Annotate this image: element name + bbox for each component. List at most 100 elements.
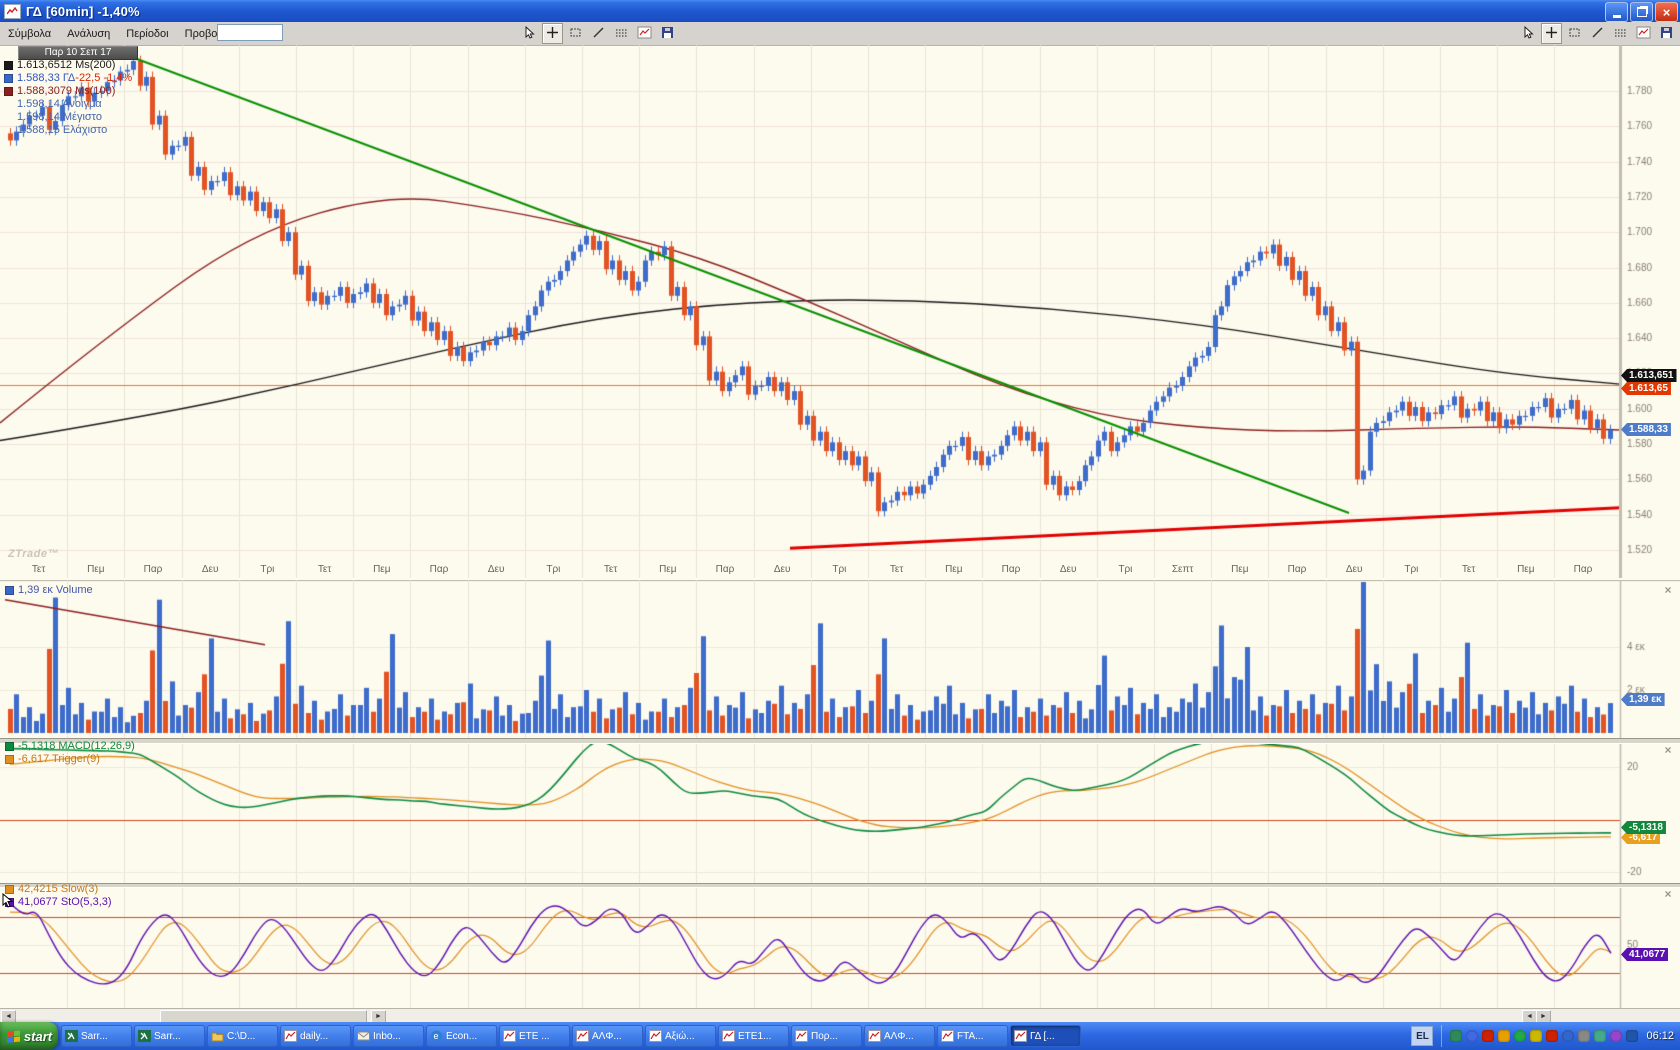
legend-swatch [5,885,14,894]
mouse-cursor-icon [2,892,14,914]
legend-text: 1.598,14 Μέγιστο [17,111,102,123]
tray-icon-10[interactable] [1594,1030,1607,1042]
taskbar-item-12[interactable]: ΑΛΦ... [864,1025,935,1047]
pan-left-icon: ◄ [1526,1013,1533,1020]
horizontal-scrollbar[interactable]: ◄ ► ◄ ► [0,1008,1680,1024]
close-volume-panel-button[interactable]: × [1664,583,1672,597]
tray-icon-8[interactable] [1562,1030,1575,1042]
taskbar-item-1[interactable]: Sarr... [61,1025,132,1047]
taskbar-item-13[interactable]: FTA... [937,1025,1008,1047]
date-tick-label: Σεπτ [1171,564,1194,575]
minimize-icon [1612,15,1621,18]
panel-splitter[interactable] [0,883,1680,888]
chart-icon [1014,1030,1027,1042]
taskbar-item-3[interactable]: C:\D... [207,1025,278,1047]
macd-chart-canvas[interactable] [0,744,1680,883]
legend-row: -5,1318 MACD(12,26,9) [5,740,135,753]
tray-icon-2[interactable] [1466,1030,1479,1042]
legend-row: 1.588,33 ΓΔ -22,5 -1,4% [4,72,132,85]
legend-row: 1.588,15 Ελάχιστο [4,124,132,137]
trendline-icon [592,26,605,42]
legend-swatch [5,755,14,764]
save-tool-button[interactable] [657,23,678,44]
grid-dots-tool-button[interactable] [1610,23,1631,44]
pointer-icon [1522,25,1535,42]
taskbar-item-4[interactable]: daily... [280,1025,351,1047]
menu-item-1[interactable]: Σύμβολα [8,27,52,40]
trendline-tool-button[interactable] [1587,23,1608,44]
minimize-button[interactable] [1605,2,1628,22]
marquee-tool-button[interactable] [1564,23,1585,44]
crosshair-tool-button[interactable] [542,23,563,44]
stochastic-chart-canvas[interactable] [0,888,1680,1008]
date-tick-label: Πεμ [659,564,677,575]
chart-icon [503,1030,516,1042]
close-macd-panel-button[interactable]: × [1664,743,1672,757]
taskbar-item-2[interactable]: Sarr... [134,1025,205,1047]
grid-dots-icon [1614,26,1627,42]
taskbar-item-9[interactable]: Αξιώ... [645,1025,716,1047]
save-tool-button[interactable] [1656,23,1677,44]
menu-item-3[interactable]: Περίοδοι [126,27,169,40]
tray-icon-1[interactable] [1450,1030,1463,1042]
start-label: start [23,1028,53,1044]
tray-icon-12[interactable] [1626,1030,1639,1042]
price-chart-canvas[interactable] [0,45,1680,578]
tray-icon-11[interactable] [1610,1030,1623,1042]
date-tick-label: Δευ [487,564,505,575]
crosshair-tool-button[interactable] [1541,23,1562,44]
tray-icon-5[interactable] [1514,1030,1527,1042]
taskbar-item-11[interactable]: Πορ... [791,1025,862,1047]
panel-splitter[interactable] [0,738,1680,744]
taskbar-item-label: ΑΛΦ... [884,1030,914,1042]
restore-button[interactable] [1630,2,1653,22]
ie-icon: e [430,1030,443,1042]
taskbar-item-7[interactable]: ETE ... [499,1025,570,1047]
close-button[interactable]: × [1655,2,1678,22]
legend-text: 42,4215 Slow(3) [18,883,99,895]
taskbar-item-label: Αξιώ... [665,1030,695,1042]
title-bar: ΓΔ [60min] -1,40% × [0,0,1680,22]
pointer-tool-button[interactable] [1518,23,1539,44]
pointer-tool-button[interactable] [519,23,540,44]
legend-swatch [4,74,13,83]
taskbar-item-14[interactable]: ΓΔ [... [1010,1025,1081,1047]
grid-dots-tool-button[interactable] [611,23,632,44]
date-tick-label: Πεμ [373,564,391,575]
close-stochastic-panel-button[interactable]: × [1664,887,1672,901]
crosshair-icon [1545,26,1558,42]
date-tick-label: Παρ [1573,564,1593,575]
taskbar-item-label: ETE ... [519,1030,550,1042]
volume-chart-canvas[interactable] [0,580,1680,738]
date-tick-label: Πεμ [945,564,963,575]
tray-icon-6[interactable] [1530,1030,1543,1042]
marquee-tool-button[interactable] [565,23,586,44]
trendline-tool-button[interactable] [588,23,609,44]
start-button[interactable]: start [0,1022,58,1050]
system-tray [1441,1025,1639,1047]
taskbar-item-5[interactable]: Inbo... [353,1025,424,1047]
tray-icon-4[interactable] [1498,1030,1511,1042]
tray-icon-7[interactable] [1546,1030,1559,1042]
menu-bar: Σύμβολα Ανάλυση Περίοδοι Προβολή [0,22,1680,46]
chart-window-tool-button[interactable] [634,23,655,44]
tray-icon-3[interactable] [1482,1030,1495,1042]
taskbar-item-8[interactable]: ΑΛΦ... [572,1025,643,1047]
data-window-header: Παρ 10 Σεπ 17 [18,46,138,60]
language-indicator[interactable]: EL [1411,1026,1434,1046]
legend-change-text: -22,5 -1,4% [75,72,133,84]
menu-item-2[interactable]: Ανάλυση [67,27,111,40]
grid-dots-icon [615,26,628,42]
date-tick-label: Τρι [1404,564,1419,575]
symbol-input[interactable] [217,24,283,41]
chart-window-tool-button[interactable] [1633,23,1654,44]
taskbar-item-6[interactable]: e Econ... [426,1025,497,1047]
taskbar-item-10[interactable]: ETE1... [718,1025,789,1047]
legend-text: 1.588,15 Ελάχιστο [17,124,108,136]
macd-legend: -5,1318 MACD(12,26,9) -6,617 Trigger(9) [5,740,135,766]
restore-icon [1636,7,1647,17]
tray-icon-9[interactable] [1578,1030,1591,1042]
legend-text: 1.598,14 Άνοιγμα [17,98,102,110]
taskbar-item-label: Inbo... [373,1030,401,1042]
trendline-icon [1591,26,1604,42]
